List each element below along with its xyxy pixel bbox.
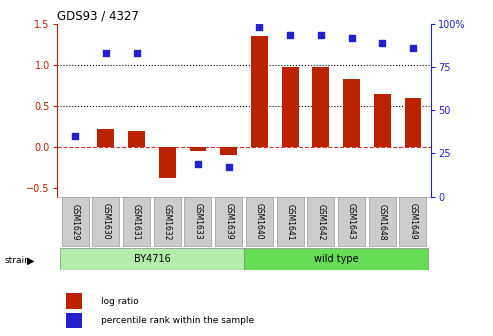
Bar [246,197,273,247]
Bar [60,248,244,270]
Bar [184,197,211,247]
Text: percentile rank within the sample: percentile rank within the sample [101,317,254,325]
Bar [159,147,176,178]
Bar [66,313,82,328]
Text: GSM1643: GSM1643 [347,203,356,240]
Bar [220,147,237,155]
Bar [307,197,334,247]
Bar [189,147,207,151]
Bar [66,293,82,308]
Bar [62,197,89,247]
Text: ▶: ▶ [27,256,35,266]
Bar [374,93,390,147]
Text: GDS93 / 4327: GDS93 / 4327 [57,9,139,23]
Point [71,133,79,138]
Text: BY4716: BY4716 [134,254,170,264]
Text: GSM1631: GSM1631 [132,204,141,240]
Point [133,50,141,56]
Bar [313,67,329,147]
Text: GSM1640: GSM1640 [255,203,264,240]
Text: GSM1641: GSM1641 [285,204,295,240]
Point [378,41,386,46]
Bar [98,129,114,147]
Text: GSM1642: GSM1642 [317,204,325,240]
Bar [92,197,119,247]
Bar [277,197,304,247]
Point [286,32,294,38]
Point [348,36,355,41]
Bar [343,79,360,147]
Bar [399,197,426,247]
Text: GSM1632: GSM1632 [163,204,172,240]
Bar [128,131,145,147]
Text: strain: strain [5,256,31,264]
Bar [251,36,268,147]
Text: GSM1630: GSM1630 [102,203,110,240]
Bar [404,98,422,147]
Bar [154,197,181,247]
Bar [215,197,242,247]
Bar [244,248,428,270]
Point [194,161,202,166]
Text: wild type: wild type [314,254,358,264]
Point [317,32,325,38]
Bar [369,197,396,247]
Text: GSM1633: GSM1633 [193,203,203,240]
Bar [282,67,299,147]
Text: GSM1649: GSM1649 [408,203,418,240]
Point [102,50,110,56]
Bar [338,197,365,247]
Text: GSM1639: GSM1639 [224,203,233,240]
Text: log ratio: log ratio [101,297,139,306]
Point [225,164,233,170]
Point [409,46,417,51]
Point [255,24,263,30]
Bar [123,197,150,247]
Text: GSM1629: GSM1629 [70,204,80,240]
Text: GSM1648: GSM1648 [378,204,387,240]
